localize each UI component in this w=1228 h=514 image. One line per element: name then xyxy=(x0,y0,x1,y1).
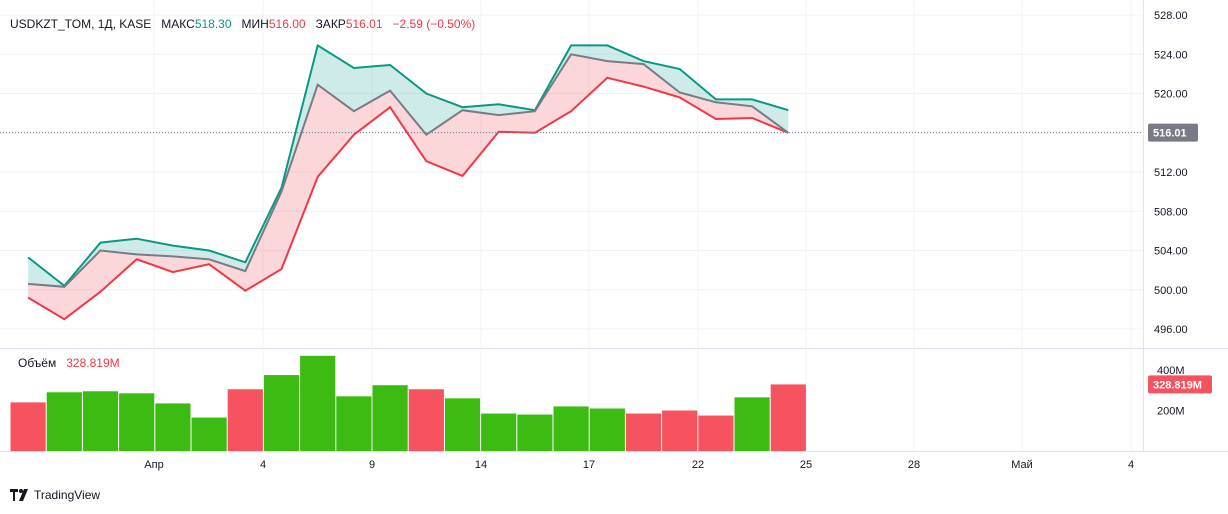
volume-bar xyxy=(408,389,444,451)
volume-bar xyxy=(517,414,553,451)
volume-legend: Объём 328.819M xyxy=(18,356,120,370)
volume-bar xyxy=(300,355,336,451)
volume-bar xyxy=(46,392,82,451)
x-tick-label: 4 xyxy=(1128,459,1134,471)
x-tick-label: 4 xyxy=(260,459,266,471)
volume-bar xyxy=(734,397,770,451)
volume-badge-label: 328.819M xyxy=(1153,379,1202,391)
volume-bar xyxy=(227,389,263,451)
tradingview-logo[interactable]: TradingView xyxy=(10,488,100,502)
volume-bar xyxy=(662,410,698,451)
x-tick-label: Апр xyxy=(144,459,163,471)
volume-badge xyxy=(1148,375,1212,394)
volume-bar xyxy=(698,415,734,451)
y-tick-label: 524.00 xyxy=(1154,49,1188,61)
high-line xyxy=(27,43,789,288)
y-tick-label: 504.00 xyxy=(1154,246,1188,258)
close-value: 516.01 xyxy=(345,17,383,31)
volume-bar xyxy=(589,408,625,451)
x-tick-label: 9 xyxy=(369,459,375,471)
volume-bar xyxy=(155,403,191,451)
volume-bar xyxy=(372,385,408,451)
volume-value: 328.819M xyxy=(66,356,120,370)
x-tick-label: 25 xyxy=(800,459,812,471)
brand-label: TradingView xyxy=(34,488,101,502)
y-tick-label: 520.00 xyxy=(1154,89,1188,101)
high-label: МАКС xyxy=(161,17,195,31)
y-tick-label: 500.00 xyxy=(1154,285,1188,297)
volume-bar xyxy=(444,398,481,451)
volume-y-tick-label: 400M xyxy=(1157,365,1185,377)
x-tick-label: Май xyxy=(1011,459,1033,471)
upper-band-fill xyxy=(28,45,789,287)
volume-bar xyxy=(770,384,806,451)
high-value: 518.30 xyxy=(194,17,232,31)
close-line xyxy=(28,53,789,288)
volume-bar xyxy=(191,417,227,451)
y-tick-label: 512.00 xyxy=(1154,167,1188,179)
y-tick-label: 496.00 xyxy=(1154,324,1188,336)
volume-y-tick-label: 200M xyxy=(1157,406,1185,418)
low-line xyxy=(27,76,789,321)
y-tick-label: 528.00 xyxy=(1154,10,1188,22)
volume-bar xyxy=(263,375,300,451)
volume-bar xyxy=(336,396,372,451)
volume-bar xyxy=(82,391,119,451)
x-tick-label: 14 xyxy=(475,459,487,471)
low-label: МИН xyxy=(241,17,269,31)
last-price-badge-label: 516.01 xyxy=(1153,128,1187,140)
change-value: −2.59 (−0.50%) xyxy=(392,17,476,31)
volume-bar xyxy=(10,402,46,451)
close-label: ЗАКР xyxy=(315,17,346,31)
y-tick-label: 508.00 xyxy=(1154,206,1188,218)
low-value: 516.00 xyxy=(268,17,306,31)
volume-bar xyxy=(625,413,662,451)
volume-bar xyxy=(553,406,589,451)
x-tick-label: 28 xyxy=(908,459,920,471)
symbol-legend: USDKZT_TOM, 1Д, KASE МАКС518.30 МИН516.0… xyxy=(10,17,475,31)
x-tick-label: 17 xyxy=(583,459,595,471)
volume-label[interactable]: Объём xyxy=(18,356,57,370)
tradingview-icon xyxy=(10,489,28,501)
x-tick-label: 22 xyxy=(692,459,704,471)
volume-bar xyxy=(481,413,517,451)
last-price-badge xyxy=(1148,123,1198,142)
volume-bar xyxy=(119,393,155,451)
symbol-name[interactable]: USDKZT_TOM, 1Д, KASE xyxy=(10,17,152,31)
